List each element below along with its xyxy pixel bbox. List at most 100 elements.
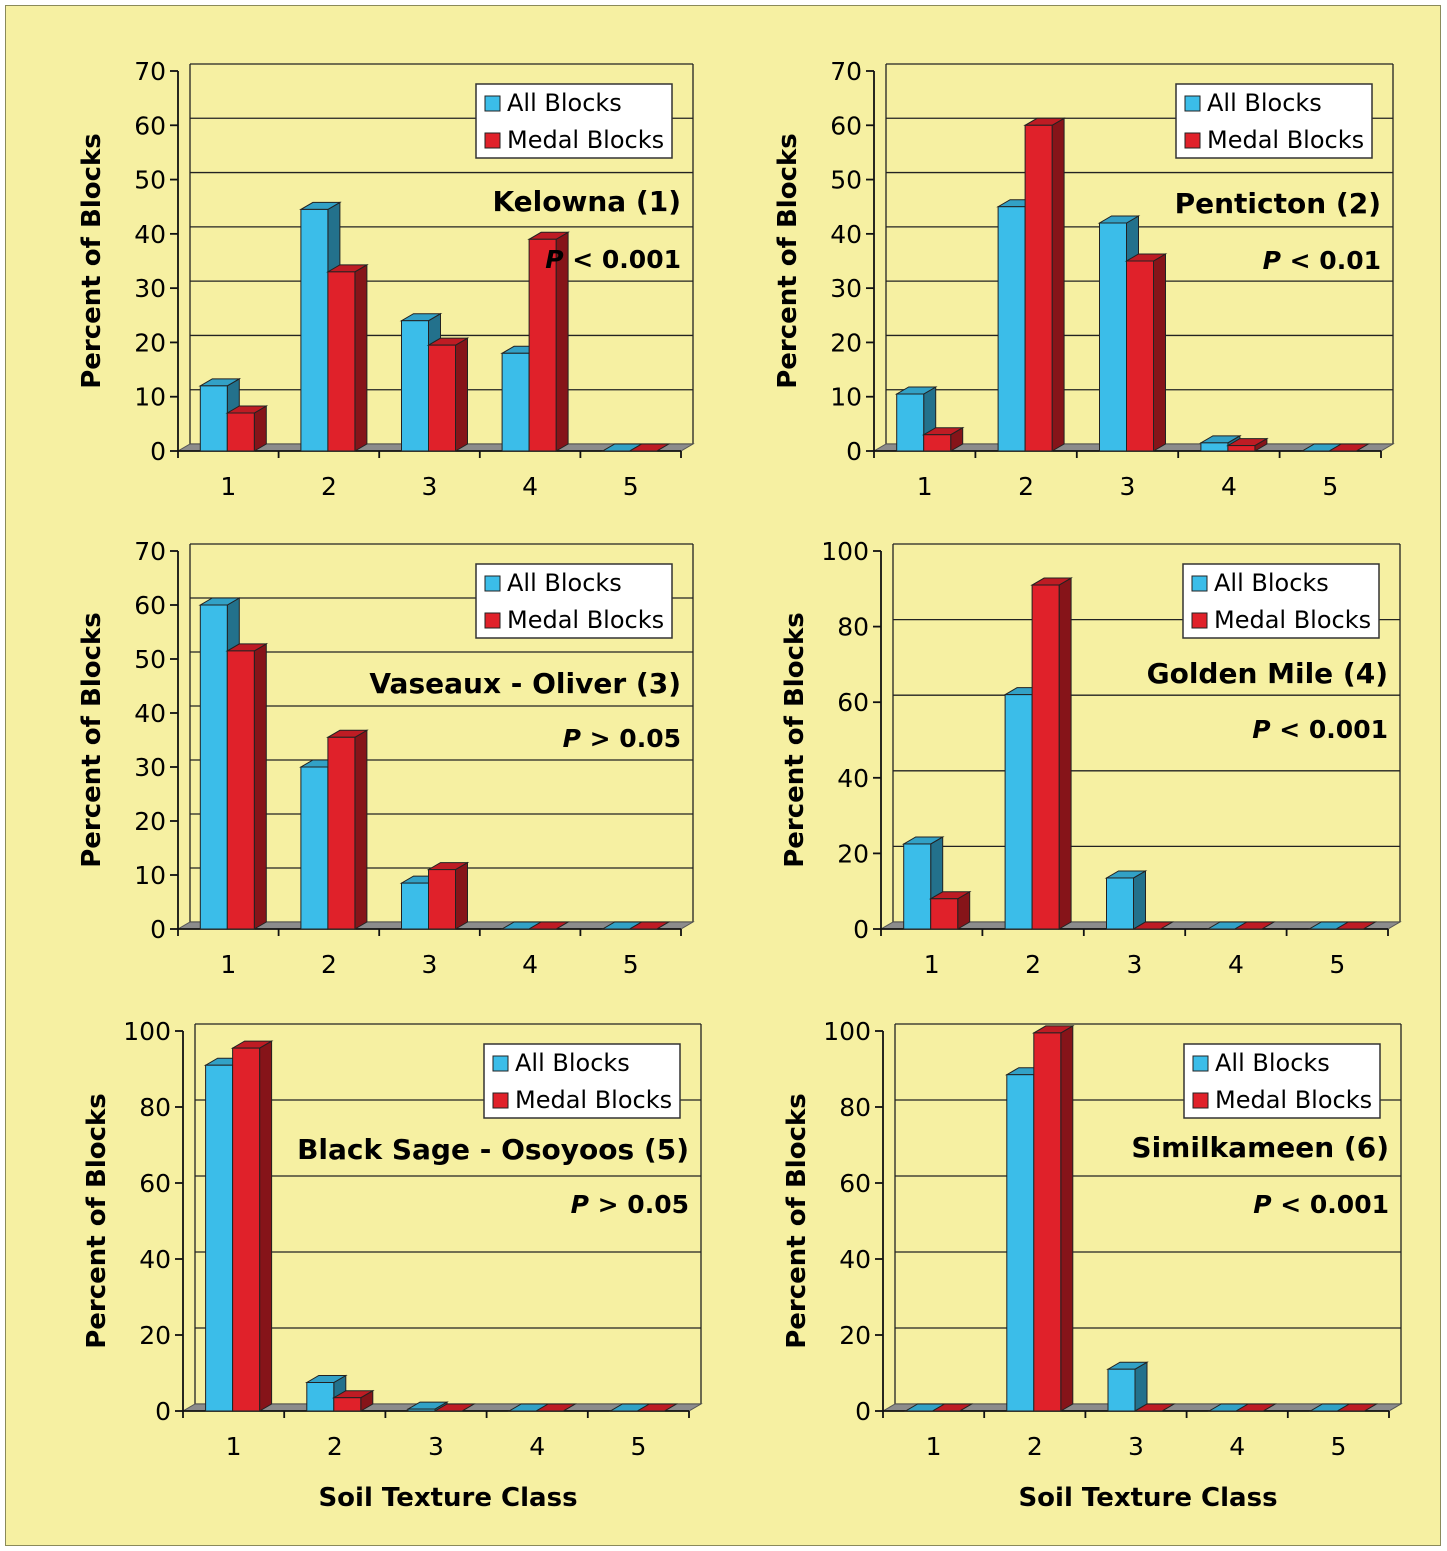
bar-top: [1131, 921, 1175, 930]
bar-front: [1227, 445, 1256, 452]
legend-label: Medal Blocks: [515, 1086, 672, 1114]
bar-front: [401, 320, 429, 452]
bar-front: [528, 238, 557, 452]
bar-front: [896, 393, 925, 452]
legend-swatch: [1184, 95, 1201, 112]
p-value-label: P < 0.001: [1253, 1190, 1389, 1219]
medal-blocks-bar: [326, 263, 369, 452]
legend: All Blocks Medal Blocks: [1183, 1043, 1381, 1119]
x-tick-label: 1: [220, 950, 236, 979]
p-threshold: < 0.001: [1271, 715, 1388, 744]
bar-front: [1024, 124, 1053, 452]
x-tick-label: 1: [220, 472, 236, 501]
y-axis-title: Percent of Blocks: [82, 1093, 112, 1349]
bar-top: [433, 1403, 476, 1412]
y-tick-label: 10: [134, 861, 166, 890]
y-tick-label: 20: [139, 1321, 171, 1350]
x-axis-title: Soil Texture Class: [318, 1483, 577, 1513]
y-tick-label: 30: [134, 274, 166, 303]
legend-box: [483, 1043, 681, 1119]
y-tick-label: 100: [123, 1017, 171, 1046]
y-tick-label: 40: [830, 220, 862, 249]
bar-side: [259, 1040, 273, 1412]
bar-side: [1051, 117, 1065, 452]
bar-top: [1133, 1403, 1176, 1412]
p-symbol: P: [1252, 715, 1270, 744]
y-tick-label: 80: [837, 613, 869, 642]
bar-top: [1233, 921, 1276, 930]
p-value-label: P < 0.01: [1263, 246, 1381, 275]
bar-front: [1106, 877, 1134, 930]
p-value-label: P < 0.001: [545, 245, 681, 274]
legend-label: Medal Blocks: [507, 606, 664, 634]
y-tick-label: 70: [134, 57, 166, 86]
x-tick-label: 5: [1329, 950, 1345, 979]
y-axis-title: Percent of Blocks: [780, 612, 810, 868]
x-tick-label: 1: [226, 1432, 242, 1461]
bar-top: [930, 1403, 974, 1412]
bar-side: [1060, 1025, 1074, 1412]
bar-top: [635, 1403, 679, 1412]
bar-side: [455, 861, 468, 930]
bar-side: [1153, 253, 1166, 452]
chart-panel-5: 0 20 40 60 80 100 1 2 3 4 5 Percent of Blocks Soil T…: [82, 1017, 703, 1513]
y-tick-label: 20: [134, 328, 166, 357]
bar-front: [306, 1382, 335, 1412]
medal-blocks-bar: [1031, 1025, 1075, 1412]
medal-blocks-bar: [921, 426, 965, 452]
p-value-label: P < 0.001: [1252, 715, 1388, 744]
legend-swatch: [484, 132, 501, 149]
y-tick-label: 80: [839, 1093, 871, 1122]
x-tick-label: 4: [529, 1432, 545, 1461]
y-tick-label: 40: [134, 699, 166, 728]
medal-blocks-bar: [930, 1403, 974, 1412]
x-tick-label: 4: [1229, 1432, 1245, 1461]
p-symbol: P: [563, 724, 581, 753]
medal-blocks-bar: [225, 405, 269, 452]
legend: All Blocks Medal Blocks: [1182, 563, 1380, 639]
x-tick-label: 2: [1025, 950, 1041, 979]
y-tick-label: 60: [837, 688, 869, 717]
y-tick-label: 20: [839, 1321, 871, 1350]
bar-front: [1004, 694, 1033, 930]
y-tick-label: 20: [830, 328, 862, 357]
chart-panel-1: 0 10 20 30 40 50 60 70 1 2 3 4 5 Percent of Blocks All…: [77, 57, 695, 501]
medal-blocks-bar: [627, 443, 671, 452]
x-tick-label: 3: [422, 472, 438, 501]
chart-panel-2: 0 10 20 30 40 50 60 70 1 2 3 4 5 Percent of Blocks All…: [773, 57, 1395, 501]
medal-blocks-bar: [1334, 921, 1378, 930]
p-symbol: P: [1253, 1190, 1271, 1219]
all-blocks-bar: [1106, 1361, 1149, 1412]
chart-panel-3: 0 10 20 30 40 50 60 70 1 2 3 4 5 Percent of Blocks All…: [77, 537, 695, 979]
bar-front: [501, 352, 530, 452]
x-tick-label: 4: [522, 950, 538, 979]
bar-top: [627, 443, 671, 452]
bar-front: [232, 1047, 261, 1412]
legend-swatch: [1192, 1092, 1209, 1109]
legend: All Blocks Medal Blocks: [1175, 83, 1373, 159]
x-tick-label: 2: [1018, 472, 1034, 501]
medal-blocks-bar: [1133, 1403, 1176, 1412]
x-tick-label: 5: [1330, 1432, 1346, 1461]
legend-box: [475, 563, 673, 639]
medal-blocks-bar: [534, 1403, 578, 1412]
p-value-label: P > 0.05: [571, 1190, 689, 1219]
bar-top: [534, 1403, 578, 1412]
y-tick-label: 40: [139, 1245, 171, 1274]
medal-blocks-bar: [1124, 253, 1168, 452]
y-tick-label: 0: [150, 437, 166, 466]
bar-front: [226, 650, 255, 930]
y-axis-title: Percent of Blocks: [77, 612, 107, 868]
medal-blocks-bar: [1226, 437, 1269, 452]
legend: All Blocks Medal Blocks: [475, 83, 673, 159]
medal-blocks-bar: [1327, 443, 1371, 452]
bar-front: [199, 604, 228, 930]
x-tick-label: 1: [917, 472, 933, 501]
chart-title: Golden Mile (4): [1147, 657, 1388, 690]
bar-top: [1334, 921, 1378, 930]
bar-front: [903, 843, 932, 930]
x-tick-label: 3: [1127, 950, 1143, 979]
bar-front: [1107, 1368, 1136, 1412]
y-tick-label: 60: [139, 1169, 171, 1198]
y-tick-label: 10: [830, 383, 862, 412]
